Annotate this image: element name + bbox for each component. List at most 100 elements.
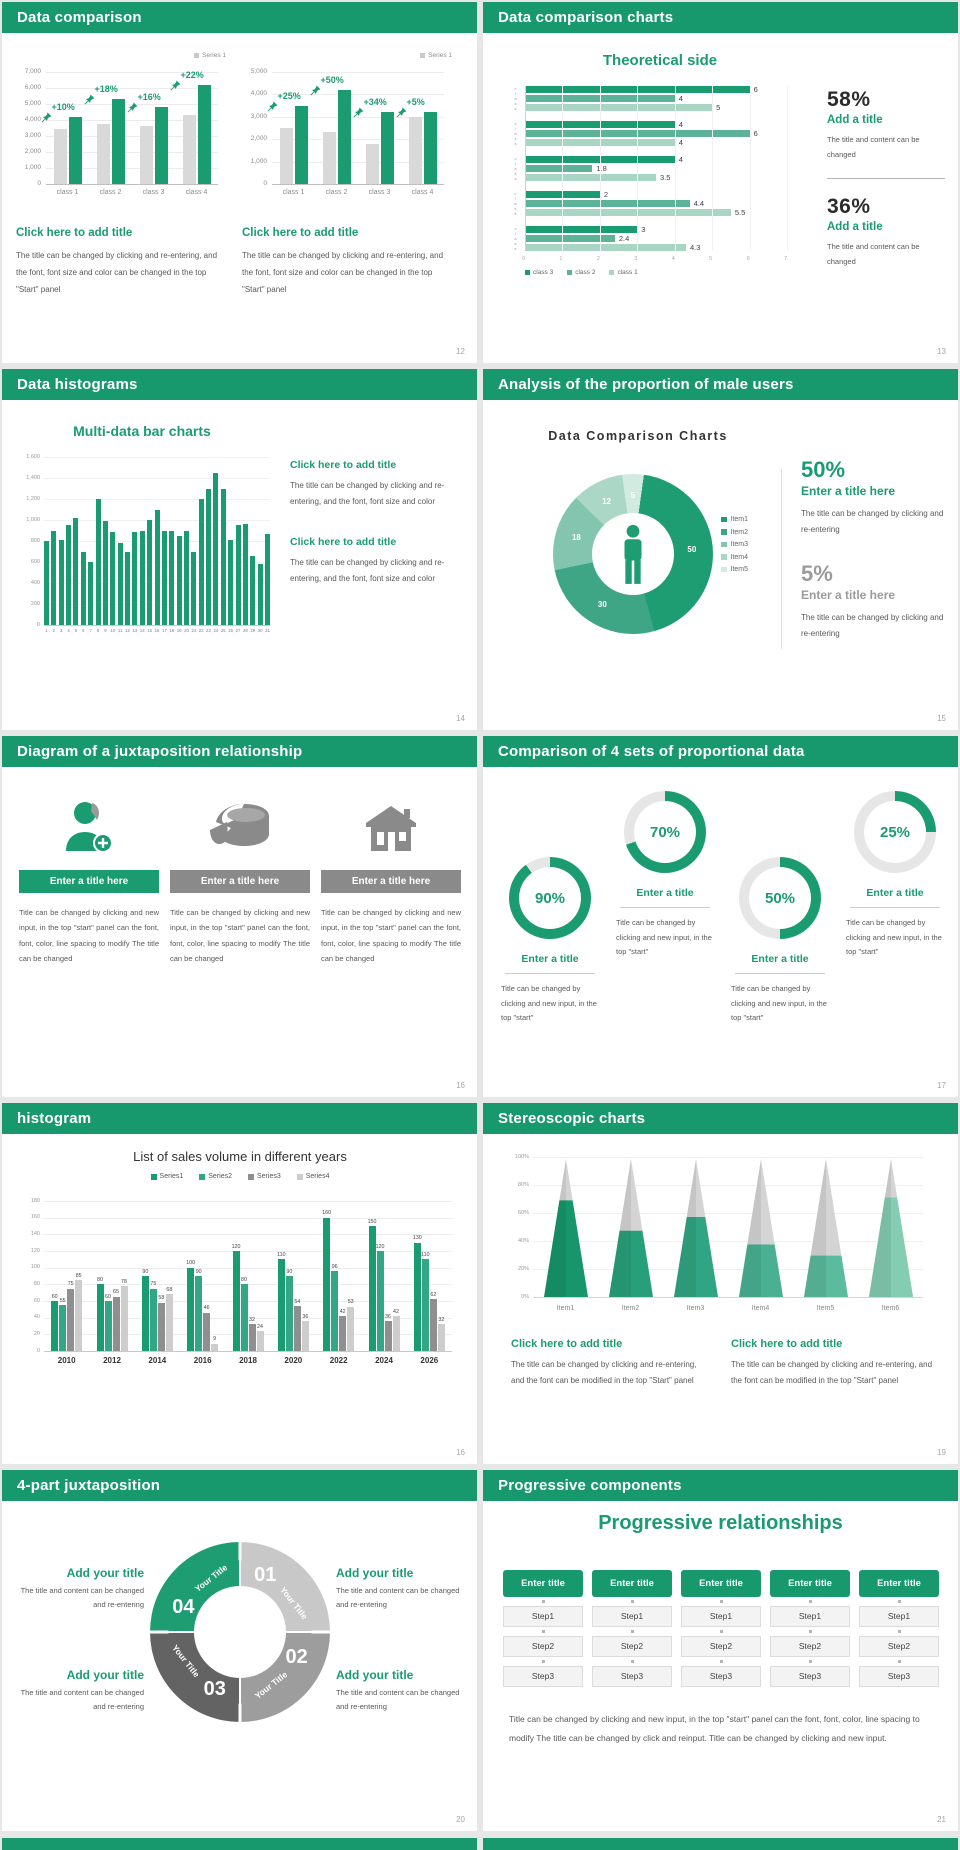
slide-header: Progressive components [483, 1470, 958, 1501]
bar-base [322, 132, 336, 184]
connector-dot [541, 1630, 545, 1633]
stat-title: Enter a title here [801, 484, 896, 498]
text-block: Click here to add title The title can be… [731, 1338, 937, 1388]
grid-line [46, 168, 218, 169]
x-tick-label: 2 [596, 256, 600, 262]
connector-dot [808, 1660, 812, 1663]
bar-value-label: 96 [331, 1263, 338, 1270]
bar-value-label: 90 [142, 1268, 149, 1275]
cake-chart-icon [170, 796, 310, 860]
bar [157, 1302, 165, 1351]
x-axis [272, 184, 444, 185]
bar [125, 551, 131, 625]
bar-value [68, 116, 82, 184]
ring-percent: 25% [879, 823, 911, 841]
slide-progressive-components[interactable]: Progressive components Progressive relat… [483, 1470, 958, 1831]
bar-value-label: 68 [166, 1286, 173, 1293]
bar-value-label: 62 [430, 1291, 437, 1298]
chart-panel-left: 0 1,000 2,000 3,000 4,000 5,000 6,000 7,000 +10%… [16, 50, 228, 299]
step-connector [592, 1627, 672, 1636]
h-bar [525, 209, 731, 216]
bar [149, 1288, 157, 1351]
corner-block: Add your title The title and content can… [336, 1566, 470, 1611]
legend-swatch [721, 541, 727, 548]
bar-value [154, 107, 168, 184]
grid-line [272, 139, 444, 141]
chart-title: Data Comparison Charts [548, 429, 728, 443]
ring-column: 50% Enter a title Title can be changed b… [727, 791, 833, 1026]
slide-stereoscopic-charts[interactable]: Stereoscopic charts 0% 20% 40% 60% 80% 100% It… [483, 1103, 958, 1464]
bar-value-label: 4 [678, 94, 683, 103]
bar [277, 1259, 285, 1351]
legend-swatch [194, 53, 200, 58]
bar [242, 524, 248, 625]
column-title-bar: Enter a title here [170, 870, 310, 893]
pushpin-icon [353, 105, 364, 118]
ring-percent: 50% [764, 889, 796, 907]
ring-column: 90% Enter a title Title can be changed b… [497, 791, 603, 1026]
step-connector [770, 1597, 850, 1606]
slide-histogram[interactable]: histogram List of sales volume in differ… [2, 1103, 477, 1464]
pushpin-icon [267, 99, 278, 112]
bar [67, 1288, 75, 1351]
stat-value: 50% [801, 457, 846, 482]
slide-data-histograms[interactable]: Data histograms Multi-data bar charts 0 2… [2, 369, 477, 730]
x-tick-label: 15 [147, 628, 153, 633]
y-tick-label: 4,000 [24, 116, 41, 123]
page-number: 17 [937, 1081, 946, 1090]
ring-percent: 70% [649, 823, 681, 841]
y-tick-label: 140 [30, 1230, 40, 1237]
bar [206, 488, 212, 625]
y-tick-label: 0 [263, 180, 267, 187]
x-tick-label: 12 [125, 628, 130, 633]
step-connector [859, 1597, 939, 1606]
grouped-bar-chart: 0 1,000 2,000 3,000 4,000 5,000 +25% class 1 +50… [242, 50, 454, 213]
bar [147, 520, 153, 625]
page-number: 16 [456, 1448, 465, 1457]
x-tick-label: class 1 [56, 189, 79, 196]
bar [265, 533, 270, 625]
grid-line [525, 86, 526, 251]
slide-data-comparison-charts[interactable]: Data comparison charts Theoretical side … [483, 2, 958, 363]
bar-value-label: 36 [385, 1313, 391, 1320]
slide-data-comparison[interactable]: Data comparison 0 1,000 2,000 3,000 4,000 5,0… [2, 2, 477, 363]
bar-base [96, 124, 110, 184]
step-connector [770, 1657, 850, 1666]
y-category-label: class… [513, 226, 518, 253]
grid-line [533, 1269, 923, 1270]
x-tick-label: 2012 [103, 1356, 121, 1365]
slide-proportional-data[interactable]: Comparison of 4 sets of proportional dat… [483, 736, 958, 1097]
grid-line [787, 86, 788, 251]
bar [421, 1259, 429, 1351]
bar [102, 521, 108, 625]
stat-block: 36% Add a title The title and content ca… [827, 195, 945, 269]
step-connector [681, 1627, 761, 1636]
bar-value-label: 65 [113, 1289, 119, 1296]
grid-line [44, 1267, 452, 1269]
connector-dot [630, 1660, 634, 1663]
slide-juxtaposition-diagram[interactable]: Diagram of a juxtaposition relationship … [2, 736, 477, 1097]
ring-title: Enter a title [850, 887, 940, 908]
connector-dot [808, 1600, 812, 1603]
x-axis [46, 184, 218, 185]
grouped-bar-chart: 0 1,000 2,000 3,000 4,000 5,000 6,000 7,000 +10%… [16, 50, 228, 213]
legend-label: Item2 [730, 528, 749, 536]
bar [228, 539, 234, 625]
x-tick-label: 2020 [284, 1356, 303, 1365]
bar-value-label: 32 [249, 1316, 255, 1323]
bar [323, 1217, 331, 1351]
grid-line [533, 1241, 923, 1242]
legend-item: Item1 [721, 516, 748, 523]
h-bar [525, 200, 690, 207]
progress-ring: 70% [624, 791, 706, 873]
slide-4-part-juxtaposition[interactable]: 4-part juxtaposition 01 Your Title 02 Your … [2, 1470, 477, 1831]
slide-male-users-proportion[interactable]: Analysis of the proportion of male users… [483, 369, 958, 730]
block-title: Click here to add title [731, 1338, 843, 1350]
step-column: Enter title Step1 Step2 Step3 [681, 1570, 761, 1687]
bar [203, 1312, 211, 1351]
connector-dot [630, 1630, 634, 1633]
block-body: The title can be changed by clicking and… [290, 558, 445, 583]
pushpin-icon [396, 105, 407, 118]
progress-ring: 25% [854, 791, 936, 873]
step-box: Step1 [681, 1606, 761, 1627]
